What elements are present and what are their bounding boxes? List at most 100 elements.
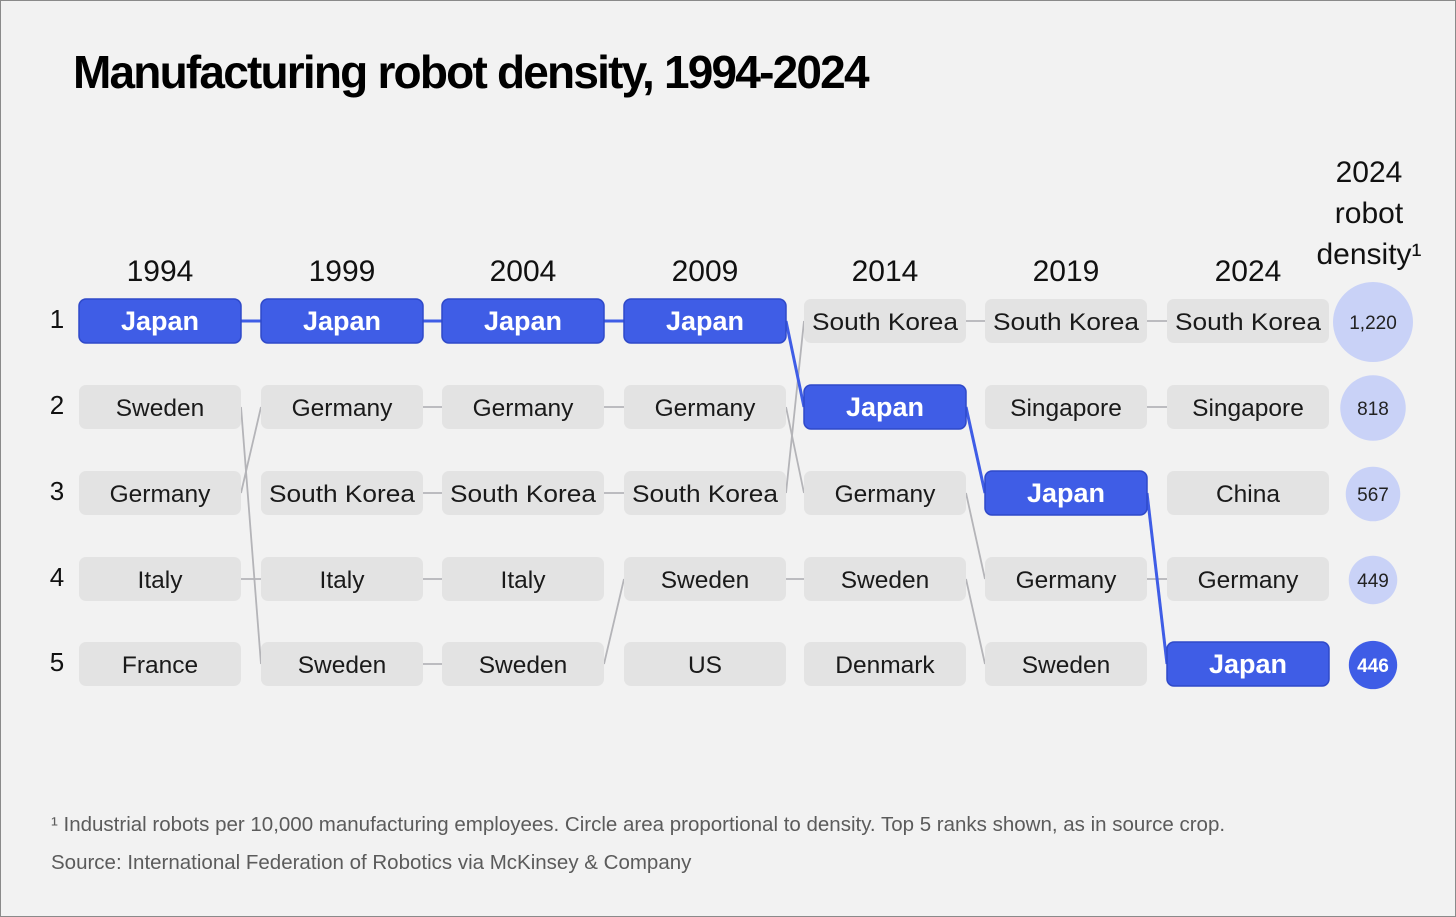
- density-circle: [1348, 640, 1398, 690]
- country-box: South Korea: [261, 471, 423, 515]
- chart-title: Manufacturing robot density, 1994-2024: [73, 46, 870, 98]
- source-note: Source: International Federation of Robo…: [51, 851, 692, 874]
- country-box: South Korea: [985, 299, 1147, 343]
- country-box-bg: [261, 471, 423, 515]
- country-label: Sweden: [298, 652, 387, 679]
- country-box-bg: [79, 471, 241, 515]
- country-label: Germany: [292, 395, 394, 422]
- year-label: 1999: [309, 255, 376, 288]
- country-box: France: [79, 642, 241, 686]
- country-label: US: [688, 652, 722, 679]
- country-label: Singapore: [1192, 395, 1304, 422]
- country-label: South Korea: [450, 481, 596, 508]
- country-label: Japan: [484, 306, 562, 336]
- country-label: Denmark: [835, 652, 935, 679]
- country-box-bg: [624, 471, 786, 515]
- country-label: Singapore: [1010, 395, 1122, 422]
- country-box-bg: [261, 557, 423, 601]
- density-bubbles: 1,220 818 567 449 446: [1333, 282, 1413, 690]
- country-box-bg: [985, 385, 1147, 429]
- rank-links: [240, 320, 1167, 665]
- density-circle: [1333, 282, 1413, 362]
- country-label: South Korea: [812, 309, 958, 336]
- country-label: Japan: [303, 306, 381, 336]
- density-header-line: density¹: [1316, 238, 1421, 271]
- density-value-label: 449: [1357, 571, 1389, 592]
- country-box-bg: [442, 642, 604, 686]
- country-box: China: [1167, 471, 1329, 515]
- year-label: 2004: [490, 255, 557, 288]
- country-label: Sweden: [661, 567, 750, 594]
- country-box: Japan: [1166, 641, 1330, 687]
- country-label: Germany: [655, 395, 757, 422]
- country-box: Germany: [442, 385, 604, 429]
- density-bubble: 818: [1340, 375, 1406, 441]
- country-box-bg: [1167, 299, 1329, 343]
- country-box-bg: [442, 471, 604, 515]
- density-value-label: 818: [1357, 399, 1389, 420]
- country-box: Germany: [1167, 557, 1329, 601]
- country-box: Japan: [623, 298, 787, 344]
- year-label: 2019: [1033, 255, 1100, 288]
- country-box: Italy: [442, 557, 604, 601]
- country-label: Sweden: [1022, 652, 1111, 679]
- country-link: [965, 578, 986, 665]
- country-box: Germany: [985, 557, 1147, 601]
- country-box: Sweden: [261, 642, 423, 686]
- country-box-bg: [624, 642, 786, 686]
- year-label: 2009: [672, 255, 739, 288]
- country-box: Singapore: [985, 385, 1147, 429]
- density-bubble: 1,220: [1333, 282, 1413, 362]
- country-box: Sweden: [804, 557, 966, 601]
- country-label: Germany: [110, 481, 212, 508]
- country-box: Sweden: [442, 642, 604, 686]
- country-box: Denmark: [804, 642, 966, 686]
- country-label: Japan: [121, 306, 199, 336]
- country-box: Germany: [624, 385, 786, 429]
- country-box: US: [624, 642, 786, 686]
- country-label: Sweden: [479, 652, 568, 679]
- japan-link: [1145, 492, 1169, 665]
- country-box: Singapore: [1167, 385, 1329, 429]
- country-box: Japan: [803, 384, 967, 430]
- country-link: [240, 406, 262, 494]
- density-header-line: robot: [1335, 197, 1404, 230]
- country-box-bg: [260, 298, 424, 344]
- country-link: [785, 406, 805, 494]
- country-link: [965, 492, 986, 580]
- country-label: Italy: [138, 567, 184, 594]
- country-box-bg: [804, 642, 966, 686]
- country-label: South Korea: [1175, 309, 1321, 336]
- country-link: [785, 320, 805, 494]
- country-box: South Korea: [1167, 299, 1329, 343]
- country-box-bg: [442, 557, 604, 601]
- rank-boxes: Japan Sweden Germany Italy France Japan German…: [78, 298, 1330, 687]
- country-box: Japan: [78, 298, 242, 344]
- country-label: Japan: [666, 306, 744, 336]
- country-box: Italy: [79, 557, 241, 601]
- country-link: [240, 406, 262, 665]
- country-label: South Korea: [269, 481, 415, 508]
- density-value-label: 567: [1357, 485, 1389, 506]
- density-bubble: 446: [1348, 640, 1398, 690]
- country-label: South Korea: [632, 481, 778, 508]
- year-label: 2014: [852, 255, 919, 288]
- country-box-bg: [1166, 641, 1330, 687]
- country-box-bg: [803, 384, 967, 430]
- country-box-bg: [804, 299, 966, 343]
- country-box: Germany: [79, 471, 241, 515]
- axis-labels: 1994 1999 2004 2009 2014 2019 2024 1 2 3 4 5 2024 rob…: [50, 156, 1422, 677]
- country-box-bg: [804, 557, 966, 601]
- country-box-bg: [78, 298, 242, 344]
- country-box-bg: [624, 385, 786, 429]
- country-label: Sweden: [841, 567, 930, 594]
- density-value-label: 1,220: [1349, 313, 1397, 334]
- country-box: Sweden: [79, 385, 241, 429]
- japan-link: [964, 406, 987, 494]
- country-label: Japan: [1027, 478, 1105, 508]
- country-box: Italy: [261, 557, 423, 601]
- density-circle: [1348, 555, 1398, 605]
- country-box: Germany: [804, 471, 966, 515]
- country-box-bg: [441, 298, 605, 344]
